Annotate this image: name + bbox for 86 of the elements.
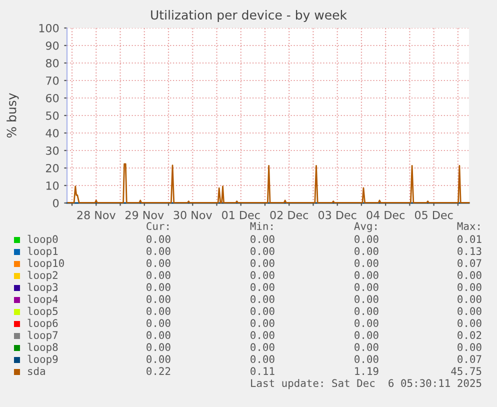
text: 0.00: [354, 319, 378, 328]
text: 0.13: [458, 247, 482, 256]
text: 1.19: [355, 367, 378, 376]
legend-label: loop5: [28, 306, 58, 318]
text: 0.00: [250, 355, 274, 364]
text: 0.00: [458, 271, 482, 280]
y-tick-label: 10: [46, 181, 59, 190]
x-tick-label: 03 Dec: [318, 210, 356, 220]
text: 0.01: [458, 235, 482, 244]
text: 0.00: [146, 307, 170, 316]
text: 0.00: [146, 247, 170, 256]
y-tick-label: 0: [53, 198, 59, 208]
text: 0.00: [250, 319, 274, 328]
legend-label: loop6: [28, 318, 58, 330]
y-tick-label: 30: [46, 146, 59, 155]
text: 0.00: [250, 235, 274, 244]
text: 0.00: [354, 343, 378, 352]
legend-label: loop7: [28, 330, 58, 342]
legend-label: sda: [28, 366, 45, 376]
legend-label: loop9: [28, 354, 58, 366]
text: 0.11: [250, 367, 274, 376]
legend-label: loop10: [28, 258, 64, 270]
legend-label: loop2: [28, 270, 58, 282]
text: 0.00: [354, 235, 378, 244]
text: 0.22: [146, 367, 170, 376]
x-tick-label: 30 Nov: [174, 210, 212, 220]
text: 0.00: [250, 295, 274, 304]
text: 0.02: [458, 331, 482, 340]
text: Last update: Sat Dec 6 05:30:11 2025: [251, 378, 482, 390]
text: 0.00: [250, 247, 274, 256]
text: 0.00: [354, 247, 378, 256]
text: 0.00: [458, 283, 482, 292]
text: 0.00: [250, 343, 274, 352]
text: 0.00: [146, 343, 170, 352]
y-tick-label: 60: [46, 94, 59, 102]
text: 0.00: [458, 307, 482, 316]
text: 0.00: [146, 283, 170, 292]
x-tick-label: 01 Dec: [222, 210, 260, 220]
x-tick-label: 04 Dec: [366, 210, 404, 220]
text: 0.00: [458, 343, 482, 352]
legend-label: loop8: [28, 342, 58, 354]
text: 0.00: [146, 355, 170, 364]
text: 0.00: [250, 283, 274, 292]
legend-label: loop3: [28, 282, 58, 294]
text: 45.75: [451, 367, 482, 376]
legend-label: loop1: [28, 246, 58, 258]
y-tick-label: 20: [46, 164, 59, 172]
text: 0.00: [458, 295, 482, 304]
text: 0.00: [250, 307, 274, 316]
x-tick-label: 29 Nov: [126, 210, 164, 220]
text: 0.00: [354, 295, 378, 304]
y-axis-title: % busy: [6, 93, 19, 138]
legend-label: loop4: [28, 294, 58, 306]
y-tick-label: 90: [46, 41, 59, 50]
chart-title: Utilization per device - by week: [151, 10, 347, 22]
text: 0.00: [146, 331, 170, 340]
text: 0.07: [458, 355, 482, 364]
x-tick-label: 02 Dec: [270, 210, 308, 220]
y-tick-label: 70: [46, 76, 59, 85]
text: Cur:: [146, 222, 168, 230]
text: 0.00: [146, 319, 170, 328]
text: 0.00: [146, 271, 170, 280]
text: 0.00: [354, 259, 378, 268]
text: 0.00: [146, 235, 170, 244]
text: 0.00: [354, 283, 378, 292]
text: 0.00: [354, 355, 378, 364]
text: 0.00: [458, 319, 482, 328]
text: Avg:: [354, 222, 376, 232]
text: 0.00: [250, 331, 274, 340]
x-tick-label: 05 Dec: [414, 210, 453, 220]
text: 0.00: [354, 331, 378, 340]
text: 0.00: [146, 295, 170, 304]
text: 0.00: [250, 271, 274, 280]
text: 0.00: [250, 259, 274, 268]
y-tick-label: 100: [39, 24, 59, 32]
x-tick-label: 28 Nov: [77, 210, 116, 220]
y-tick-label: 80: [46, 58, 59, 68]
y-tick-label: 40: [46, 128, 59, 138]
text: 0.00: [354, 307, 378, 316]
text: 0.00: [354, 271, 378, 280]
text: Min:: [250, 222, 272, 230]
legend-label: loop0: [28, 234, 58, 246]
text: Max:: [457, 222, 480, 230]
text: 0.07: [458, 259, 482, 268]
y-tick-label: 50: [46, 111, 59, 120]
text: 0.00: [146, 259, 170, 268]
